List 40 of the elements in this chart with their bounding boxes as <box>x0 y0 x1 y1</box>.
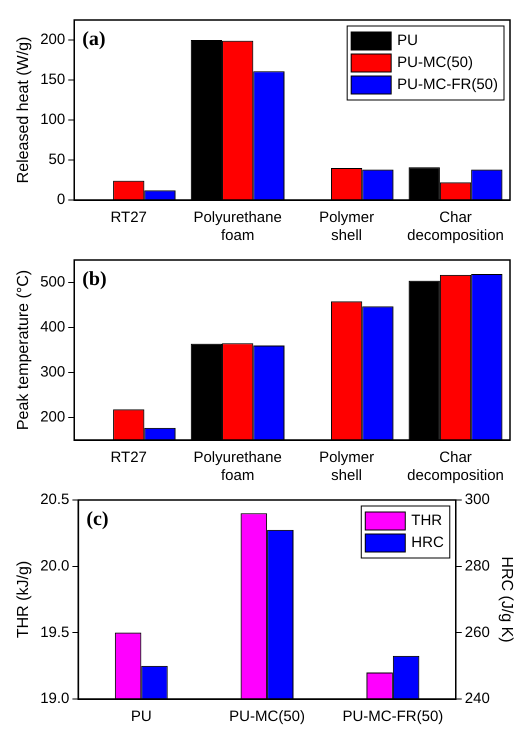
legend-label: PU-MC-FR(50) <box>397 76 498 94</box>
y-tick-label: 20.0 <box>40 557 70 574</box>
y-tick-label: 100 <box>40 111 66 128</box>
y-tick-label: 50 <box>48 151 66 168</box>
y-axis-title: Released heat (W/g) <box>15 36 32 184</box>
y-tick-label: 20.5 <box>40 491 70 508</box>
y2-tick-label: 240 <box>464 690 490 708</box>
y-tick-label: 200 <box>40 408 66 426</box>
x-tick-label: Polymer shell <box>319 449 374 484</box>
legend-label: PU <box>397 32 418 50</box>
legend-label: THR <box>411 512 442 530</box>
y-tick-label: 19.5 <box>40 624 70 641</box>
legend-label: HRC <box>411 534 444 552</box>
y-tick-label: 300 <box>40 364 66 381</box>
x-tick-label: Char decomposition <box>407 449 504 484</box>
x-tick-label: PU-MC(50) <box>229 708 306 726</box>
y-tick-label: 500 <box>40 274 66 291</box>
y-axis-title: Peak temperature (°C) <box>15 270 32 430</box>
x-tick-label: Polymer shell <box>319 209 374 244</box>
y-tick-label: 400 <box>40 318 66 336</box>
y2-tick-label: 280 <box>464 557 490 574</box>
y2-tick-label: 260 <box>464 624 490 641</box>
x-tick-label: Polyurethane foam <box>193 449 282 484</box>
x-tick-label: PU-MC-FR(50) <box>342 708 444 726</box>
x-tick-label: Polyurethane foam <box>193 209 282 244</box>
x-tick-label: RT27 <box>110 209 147 226</box>
x-tick-label: Char decomposition <box>407 209 504 244</box>
y2-tick-label: 300 <box>464 491 490 508</box>
y-tick-label: 0 <box>56 191 66 208</box>
annotation: (c) <box>86 508 109 530</box>
annotation: (a) <box>82 28 106 50</box>
y-tick-label: 19.0 <box>40 690 70 708</box>
legend-label: PU-MC(50) <box>397 54 474 72</box>
y-tick-label: 150 <box>40 71 66 88</box>
x-tick-label: PU <box>130 708 152 726</box>
x-tick-label: RT27 <box>110 449 147 466</box>
y-tick-label: 200 <box>40 31 66 48</box>
y-axis-title: THR (kJ/g) <box>15 560 32 638</box>
annotation: (b) <box>82 268 107 290</box>
y2-axis-title: HRC (J/g K) <box>498 556 515 643</box>
